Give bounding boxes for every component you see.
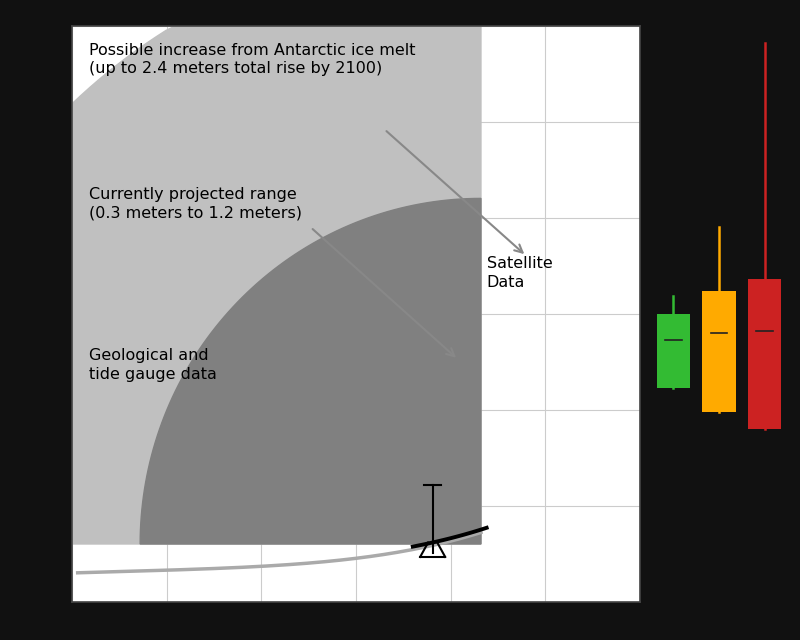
Polygon shape	[72, 26, 481, 544]
Text: Possible increase from Antarctic ice melt
(up to 2.4 meters total rise by 2100): Possible increase from Antarctic ice mel…	[89, 43, 415, 76]
Polygon shape	[140, 198, 481, 544]
Text: Satellite
Data: Satellite Data	[486, 256, 552, 290]
Bar	[702, 291, 736, 412]
Bar	[748, 279, 782, 429]
Text: Geological and
tide gauge data: Geological and tide gauge data	[89, 348, 217, 381]
Bar	[657, 314, 690, 388]
Text: Currently projected range
(0.3 meters to 1.2 meters): Currently projected range (0.3 meters to…	[89, 187, 302, 220]
